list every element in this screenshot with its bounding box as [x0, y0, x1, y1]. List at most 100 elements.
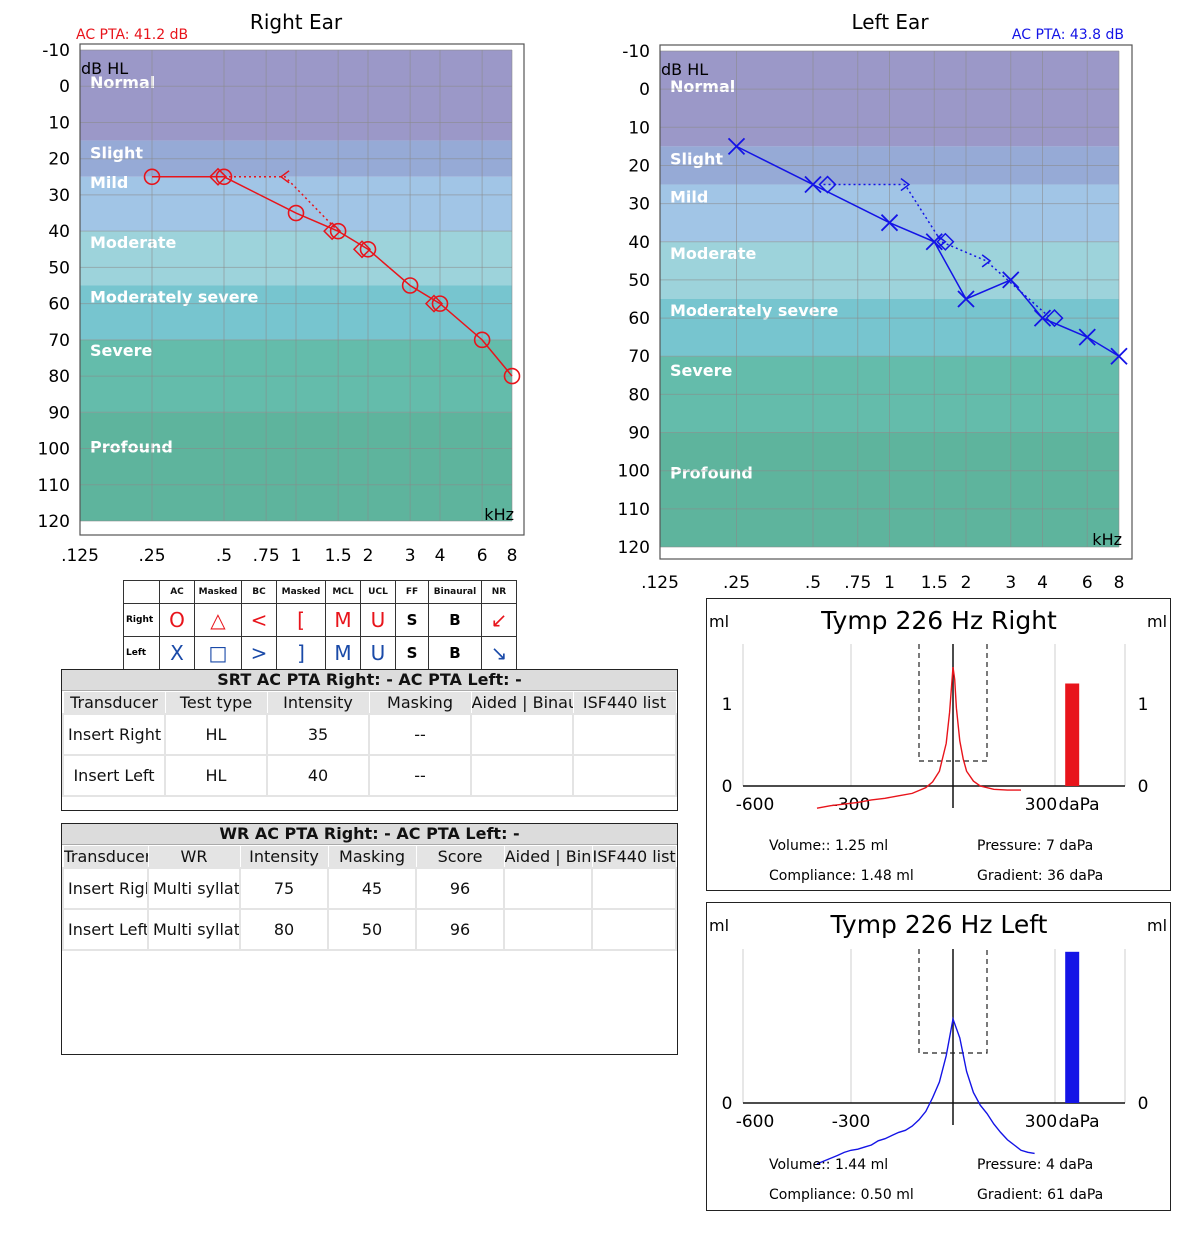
y-unit-label: ml — [709, 916, 729, 935]
bc-marker — [1045, 309, 1064, 328]
pta-label: AC PTA: 43.8 dB — [1012, 27, 1124, 43]
legend-symbol: < — [241, 603, 277, 637]
legend-header: FF — [395, 580, 429, 604]
x-tick-label: 3 — [1005, 573, 1016, 593]
srt-table: Transducer Test type Intensity Masking A… — [62, 691, 677, 797]
table-cell: 50 — [327, 908, 417, 951]
band-label: Normal — [670, 77, 735, 96]
table-cell: 96 — [415, 867, 505, 910]
band-label: Slight — [670, 149, 723, 168]
legend-symbol: U — [360, 636, 396, 670]
legend-symbol: U — [360, 603, 396, 637]
srt-header: Intensity — [266, 691, 370, 715]
legend-symbol: ↙ — [481, 603, 517, 637]
legend-symbol: B — [428, 603, 482, 637]
y-tick-label: 1 — [1138, 695, 1149, 715]
wr-title: WR AC PTA Right: - AC PTA Left: - — [62, 824, 677, 845]
x-tick-label: -600 — [736, 795, 775, 815]
ac-marker — [727, 137, 746, 156]
volume-bar — [1065, 951, 1080, 1103]
bc-marker — [323, 222, 342, 241]
volume-bar — [1065, 683, 1080, 786]
ac-marker — [287, 204, 305, 222]
x-tick-label: -300 — [832, 795, 871, 815]
y-tick-label: 100 — [38, 440, 70, 460]
bc-marker — [208, 167, 228, 186]
y-tick-label: 0 — [1138, 777, 1149, 797]
table-cell — [503, 867, 593, 910]
table-cell: Insert Left — [62, 908, 149, 951]
symbol-legend: AC Masked BC Masked MCL UCL FF Binaural … — [123, 580, 517, 670]
srt-header: Transducer — [62, 691, 166, 715]
ac-marker — [503, 367, 521, 385]
bc-dotted-line — [224, 176, 339, 232]
table-cell: Insert Right — [62, 713, 166, 756]
tymp-pressure: Pressure: 7 daPa — [977, 838, 1093, 854]
tymp-title: Tymp 226 Hz Left — [830, 910, 1048, 939]
tymp-title: Tymp 226 Hz Right — [820, 606, 1057, 635]
legend-header: AC — [159, 580, 195, 604]
bc-marker — [352, 240, 372, 259]
x-tick-label: 300 — [1025, 1112, 1057, 1132]
y-tick-label: 100 — [618, 462, 650, 482]
band-label: Severe — [670, 361, 733, 380]
band-label: Moderate — [670, 244, 757, 263]
table-row[interactable]: Insert Left Multi syllat 80 50 96 — [62, 908, 677, 951]
y-tick-label: 40 — [628, 233, 650, 253]
srt-header: Test type — [164, 691, 268, 715]
wr-header: Aided | Bin — [503, 845, 593, 869]
y-tick-label: 10 — [48, 113, 70, 133]
ac-marker — [329, 222, 347, 240]
y-tick-label: 50 — [48, 258, 70, 278]
legend-symbol: S — [395, 603, 429, 637]
band-label: Profound — [670, 464, 753, 483]
x-tick-label: 3 — [405, 546, 416, 566]
band-label: Severe — [90, 341, 153, 360]
tymp-gradient: Gradient: 61 daPa — [977, 1187, 1103, 1203]
table-cell: HL — [164, 754, 268, 797]
srt-header: ISF440 list — [572, 691, 677, 715]
pta-label: AC PTA: 41.2 dB — [76, 27, 188, 43]
srt-title: SRT AC PTA Right: - AC PTA Left: - — [62, 670, 677, 691]
table-cell — [572, 754, 677, 797]
table-cell — [470, 713, 574, 756]
tymp-curve — [816, 1016, 1035, 1165]
wr-header: ISF440 list — [591, 845, 677, 869]
chart-title: Right Ear — [250, 10, 343, 34]
tymp-volume: Volume:: 1.25 ml — [769, 838, 888, 854]
bc-dotted-line — [823, 183, 1051, 319]
x-unit-label: kHz — [484, 505, 514, 524]
legend-header: NR — [481, 580, 517, 604]
y-unit-label: ml — [1147, 612, 1167, 631]
table-cell: -- — [368, 713, 472, 756]
y-tick-label: 120 — [38, 512, 70, 532]
table-cell — [591, 908, 677, 951]
ac-marker — [359, 240, 377, 258]
table-cell: 75 — [239, 867, 329, 910]
x-tick-label: 300 — [1025, 795, 1057, 815]
x-tick-label: 1 — [884, 573, 895, 593]
ac-marker — [925, 233, 943, 251]
ac-marker — [1033, 309, 1052, 327]
x-tick-label: .25 — [723, 573, 750, 593]
table-cell: Insert Left — [62, 754, 166, 797]
tymp-compliance: Compliance: 1.48 ml — [769, 868, 914, 884]
ac-marker — [1110, 347, 1128, 365]
wr-panel: WR AC PTA Right: - AC PTA Left: - Transd… — [61, 823, 678, 1055]
y-tick-label: -10 — [622, 42, 650, 62]
y-tick-label: 110 — [618, 500, 650, 520]
table-row[interactable]: Insert Righ Multi syllat 75 45 96 — [62, 867, 677, 910]
table-row[interactable]: Insert Left HL 40 -- — [62, 754, 677, 797]
band-label: Mild — [670, 188, 708, 207]
table-row[interactable]: Insert Right HL 35 -- — [62, 713, 677, 756]
table-cell: 35 — [266, 713, 370, 756]
left-ear-audiogram: Normal Slight Mild Moderate Moderately sever… — [618, 10, 1133, 593]
y-tick-label: 30 — [48, 186, 70, 206]
x-tick-label: 6 — [477, 546, 488, 566]
legend-row-label: Left — [123, 636, 160, 670]
y-tick-label: 50 — [628, 271, 650, 291]
ac-marker — [1078, 328, 1096, 346]
y-unit-label: dB HL — [661, 60, 708, 79]
